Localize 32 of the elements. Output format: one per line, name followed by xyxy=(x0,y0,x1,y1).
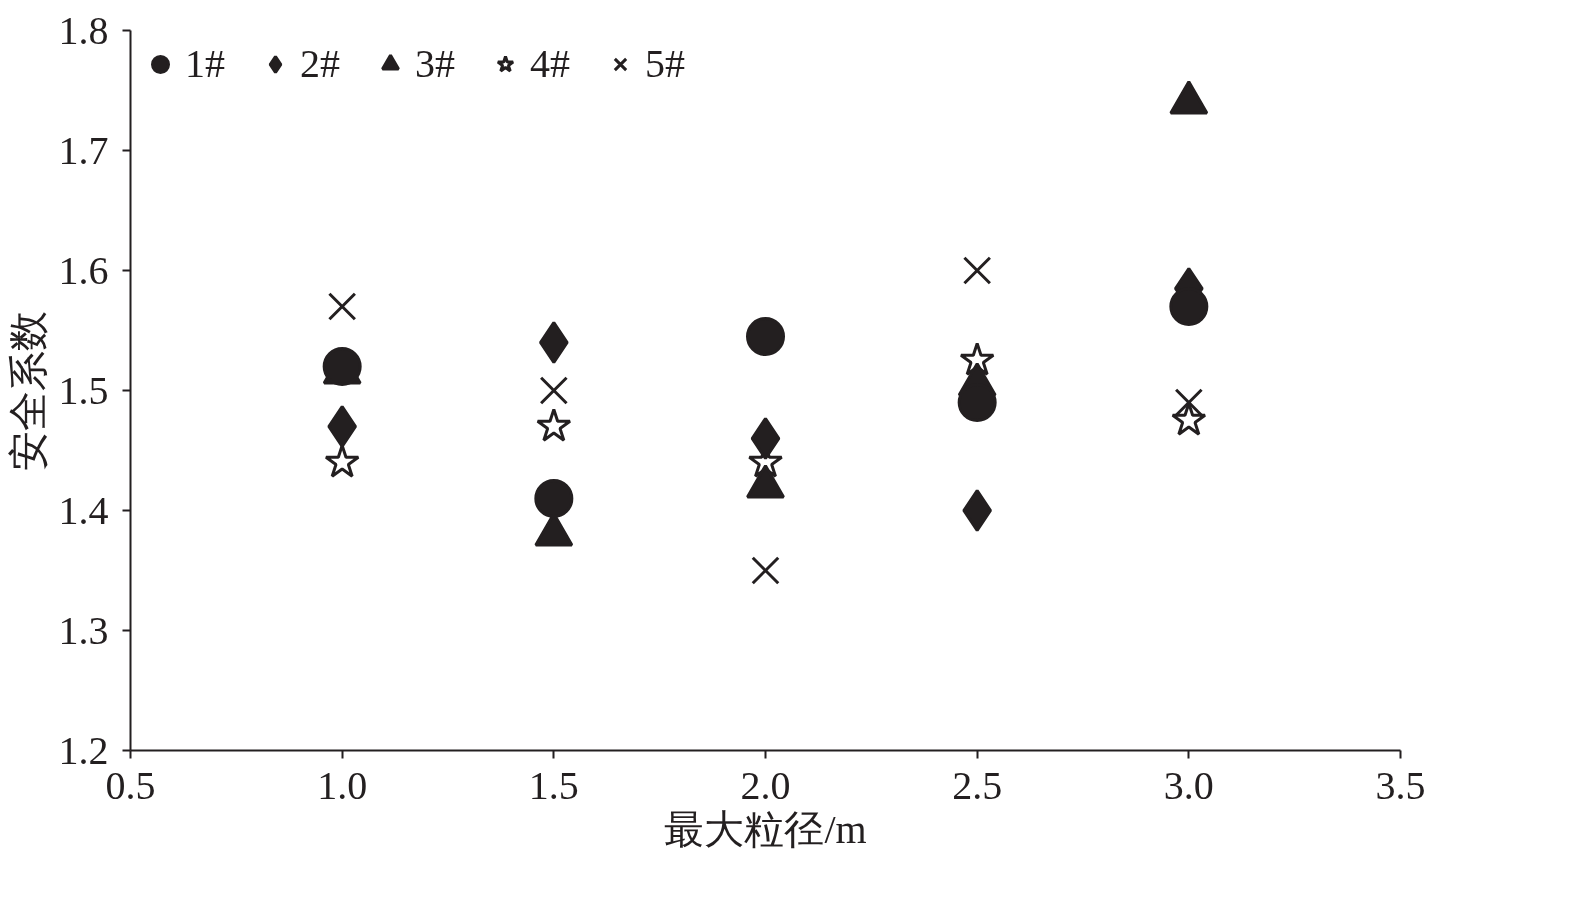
legend-label: 4# xyxy=(530,40,570,87)
legend-label: 5# xyxy=(645,40,685,87)
legend-label: 3# xyxy=(415,40,455,87)
x-tick-label: 2.5 xyxy=(952,762,1003,808)
point xyxy=(1174,388,1204,417)
y-tick-label: 1.5 xyxy=(58,367,109,413)
point xyxy=(324,444,360,478)
point xyxy=(959,342,995,376)
x-tick-label: 1.0 xyxy=(317,762,368,808)
y-tick-label: 1.6 xyxy=(58,247,109,293)
point xyxy=(539,376,569,405)
x-tick-label: 2.0 xyxy=(740,762,791,808)
x-tick-label: 3.5 xyxy=(1375,762,1426,808)
point xyxy=(1171,402,1207,436)
y-tick-label: 1.3 xyxy=(58,607,109,653)
point xyxy=(327,292,357,321)
legend-label: 2# xyxy=(300,40,340,87)
x-axis-title: 最大粒径/m xyxy=(664,806,867,852)
point xyxy=(751,556,780,585)
point xyxy=(962,256,992,285)
point xyxy=(534,479,574,518)
point xyxy=(750,417,781,460)
y-tick-label: 1.7 xyxy=(58,127,109,173)
y-axis-title: 安全系数 xyxy=(5,310,51,471)
y-tick-label: 1.8 xyxy=(58,7,109,53)
legend-label: 1# xyxy=(185,40,225,87)
y-tick-label: 1.4 xyxy=(58,487,109,533)
x-tick-label: 1.5 xyxy=(528,762,579,808)
x-tick-label: 3.0 xyxy=(1163,762,1214,808)
point xyxy=(746,317,785,356)
y-tick-label: 1.2 xyxy=(58,727,109,773)
point xyxy=(536,408,572,442)
